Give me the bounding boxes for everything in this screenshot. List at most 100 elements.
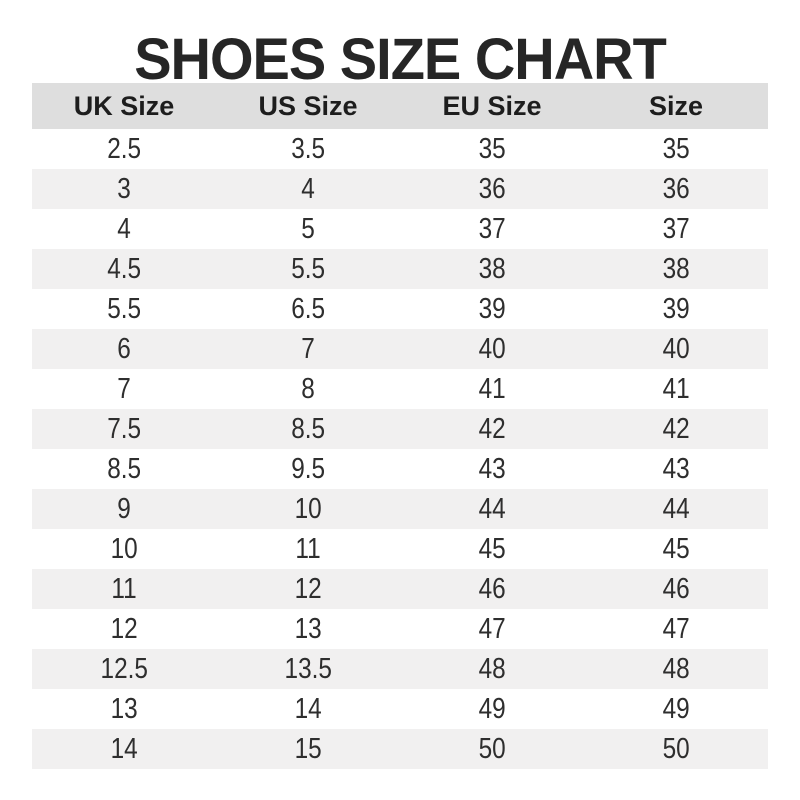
cell-value: 10 (294, 492, 322, 525)
table-row: 12.5 13.5 48 48 (32, 649, 768, 689)
table-cell: 45 (584, 533, 768, 566)
cell-value: 40 (478, 332, 506, 365)
table-cell: 15 (216, 733, 400, 766)
table-cell: 13.5 (216, 653, 400, 686)
table-cell: 3 (32, 173, 216, 206)
table-cell: 9 (32, 493, 216, 526)
table-cell: 38 (400, 253, 584, 286)
cell-value: 4.5 (107, 252, 141, 285)
cell-value: 10 (110, 532, 138, 565)
table-row: 5.5 6.5 39 39 (32, 289, 768, 329)
cell-value: 9 (117, 492, 131, 525)
table-cell: 12.5 (32, 653, 216, 686)
cell-value: 42 (662, 412, 690, 445)
table-cell: 11 (216, 533, 400, 566)
table-cell: 44 (584, 493, 768, 526)
cell-value: 2.5 (107, 132, 141, 165)
cell-value: 5 (301, 212, 315, 245)
table-row: 12 13 47 47 (32, 609, 768, 649)
table-cell: 12 (32, 613, 216, 646)
cell-value: 39 (478, 292, 506, 325)
table-cell: 46 (400, 573, 584, 606)
cell-value: 36 (662, 172, 690, 205)
cell-value: 3.5 (291, 132, 325, 165)
cell-value: 35 (478, 132, 506, 165)
table-cell: 36 (400, 173, 584, 206)
cell-value: 46 (478, 572, 506, 605)
table-cell: 7.5 (32, 413, 216, 446)
table-cell: 44 (400, 493, 584, 526)
cell-value: 50 (478, 732, 506, 765)
cell-value: 6.5 (291, 292, 325, 325)
table-cell: 48 (584, 653, 768, 686)
cell-value: 6 (117, 332, 131, 365)
column-header: UK Size (73, 90, 175, 121)
table-cell: 8.5 (216, 413, 400, 446)
cell-value: 47 (662, 612, 690, 645)
cell-value: 38 (662, 252, 690, 285)
cell-value: 3 (117, 172, 131, 205)
table-row: 6 7 40 40 (32, 329, 768, 369)
table-cell: 13 (32, 693, 216, 726)
table-cell: 37 (400, 213, 584, 246)
table-row: 13 14 49 49 (32, 689, 768, 729)
cell-value: 45 (662, 532, 690, 565)
table-cell: 10 (216, 493, 400, 526)
table-row: 14 15 50 50 (32, 729, 768, 769)
cell-value: 5.5 (107, 292, 141, 325)
cell-value: 13 (294, 612, 322, 645)
table-row: 11 12 46 46 (32, 569, 768, 609)
table-cell: 41 (400, 373, 584, 406)
table-cell: 43 (584, 453, 768, 486)
cell-value: 38 (478, 252, 506, 285)
table-cell: 40 (584, 333, 768, 366)
table-cell: 4 (32, 213, 216, 246)
size-chart-table: UK Size US Size EU Size Size 2.5 3.5 35 35 3 4 36… (32, 83, 768, 769)
table-row: 7.5 8.5 42 42 (32, 409, 768, 449)
table-cell: 46 (584, 573, 768, 606)
table-cell: 5.5 (32, 293, 216, 326)
table-row: 9 10 44 44 (32, 489, 768, 529)
cell-value: 49 (662, 692, 690, 725)
cell-value: 39 (662, 292, 690, 325)
table-cell: 37 (584, 213, 768, 246)
table-cell: 50 (584, 733, 768, 766)
cell-value: 12 (294, 572, 322, 605)
table-cell: 42 (400, 413, 584, 446)
cell-value: 40 (662, 332, 690, 365)
cell-value: 48 (478, 652, 506, 685)
table-cell: 4 (216, 173, 400, 206)
cell-value: 11 (295, 532, 321, 565)
cell-value: 48 (662, 652, 690, 685)
cell-value: 35 (662, 132, 690, 165)
cell-value: 41 (662, 372, 690, 405)
table-cell: 14 (216, 693, 400, 726)
table-cell: 14 (32, 733, 216, 766)
cell-value: 50 (662, 732, 690, 765)
cell-value: 15 (294, 732, 322, 765)
cell-value: 8.5 (107, 452, 141, 485)
cell-value: 49 (478, 692, 506, 725)
table-cell: 43 (400, 453, 584, 486)
table-row: 7 8 41 41 (32, 369, 768, 409)
cell-value: 12.5 (100, 652, 148, 685)
cell-value: 7 (301, 332, 315, 365)
cell-value: 5.5 (291, 252, 325, 285)
table-cell: 35 (400, 133, 584, 166)
page-title: SHOES SIZE CHART (134, 26, 667, 92)
table-row: 4.5 5.5 38 38 (32, 249, 768, 289)
cell-value: 14 (110, 732, 138, 765)
cell-value: 47 (478, 612, 506, 645)
table-cell: 45 (400, 533, 584, 566)
table-cell: 9.5 (216, 453, 400, 486)
cell-value: 7 (117, 372, 131, 405)
cell-value: 46 (662, 572, 690, 605)
cell-value: 44 (478, 492, 506, 525)
cell-value: 8 (301, 372, 315, 405)
cell-value: 13.5 (284, 652, 332, 685)
table-cell: 39 (400, 293, 584, 326)
table-header-row: UK Size US Size EU Size Size (32, 83, 768, 129)
table-cell: 7 (216, 333, 400, 366)
table-cell: 40 (400, 333, 584, 366)
